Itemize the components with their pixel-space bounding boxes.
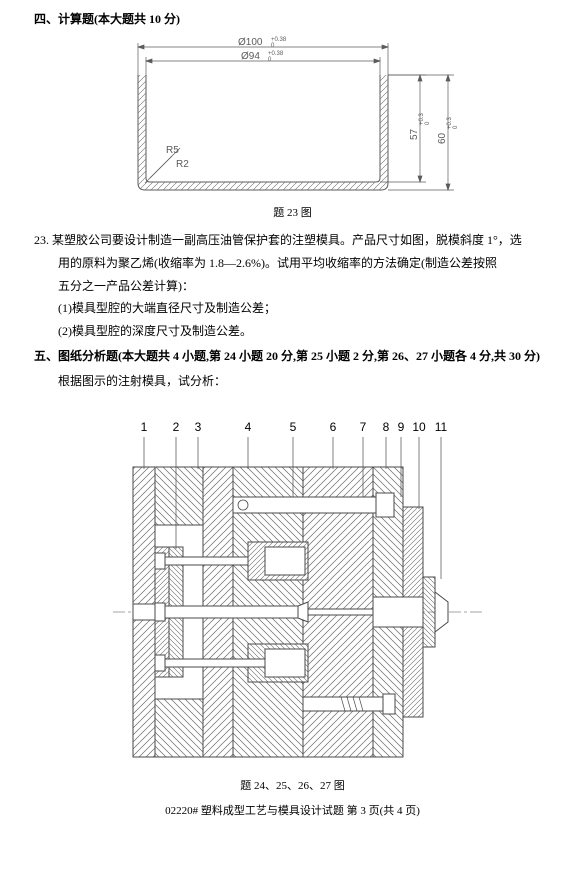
lbl-5: 5: [289, 420, 296, 434]
lbl-1: 1: [140, 420, 147, 434]
figure-23: R5 R2 Ø100 +0.38 0 Ø94 +0.38 0 57 +0.3 0: [34, 35, 551, 201]
lbl-7: 7: [359, 420, 366, 434]
lbl-9: 9: [397, 420, 404, 434]
lbl-8: 8: [382, 420, 389, 434]
q23-s1: (1)模具型腔的大端直径尺寸及制造公差；: [34, 297, 551, 320]
dim-height: 60: [437, 133, 448, 145]
dim-depth-tol2: 0: [425, 121, 431, 125]
dim-outer: Ø100: [238, 37, 263, 48]
q23-l3: 五分之一产品公差计算)：: [34, 275, 551, 298]
r2-label: R2: [176, 159, 189, 170]
q23-body: 23. 某塑胶公司要设计制造一副高压油管保护套的注塑模具。产品尺寸如图，脱模斜度…: [34, 229, 551, 343]
dim-inner-tol2: 0: [268, 57, 272, 63]
q23-l1: 某塑胶公司要设计制造一副高压油管保护套的注塑模具。产品尺寸如图，脱模斜度 1°，…: [52, 233, 522, 247]
fig24-caption: 题 24、25、26、27 图: [34, 778, 551, 796]
q23-l2: 用的原料为聚乙烯(收缩率为 1.8—2.6%)。试用平均收缩率的方法确定(制造公…: [34, 252, 551, 275]
dim-height-tol2: 0: [453, 125, 459, 129]
dim-depth: 57: [409, 129, 420, 141]
lbl-11: 11: [434, 420, 447, 434]
lbl-10: 10: [412, 420, 426, 434]
section4-title: 四、计算题(本大题共 10 分): [34, 10, 551, 29]
section5-intro: 根据图示的注射模具，试分析：: [34, 372, 551, 391]
dim-inner: Ø94: [241, 51, 260, 62]
lbl-4: 4: [244, 420, 251, 434]
q23-s2: (2)模具型腔的深度尺寸及制造公差。: [34, 320, 551, 343]
fig23-caption: 题 23 图: [34, 205, 551, 223]
section5-title: 五、图纸分析题(本大题共 4 小题,第 24 小题 20 分,第 25 小题 2…: [34, 347, 551, 366]
lbl-3: 3: [194, 420, 201, 434]
figure-24: 1 2 3 4 5 6 7 8 9 10 11: [34, 397, 551, 773]
page-footer: 02220# 塑料成型工艺与模具设计试题 第 3 页(共 4 页): [34, 803, 551, 821]
lbl-2: 2: [172, 420, 179, 434]
q23-num: 23.: [34, 233, 49, 247]
lbl-6: 6: [329, 420, 336, 434]
fig24-svg: 1 2 3 4 5 6 7 8 9 10 11: [93, 397, 493, 767]
dim-outer-tol2: 0: [271, 43, 275, 49]
fig23-svg: R5 R2 Ø100 +0.38 0 Ø94 +0.38 0 57 +0.3 0: [108, 35, 478, 195]
r5-label: R5: [166, 145, 179, 156]
